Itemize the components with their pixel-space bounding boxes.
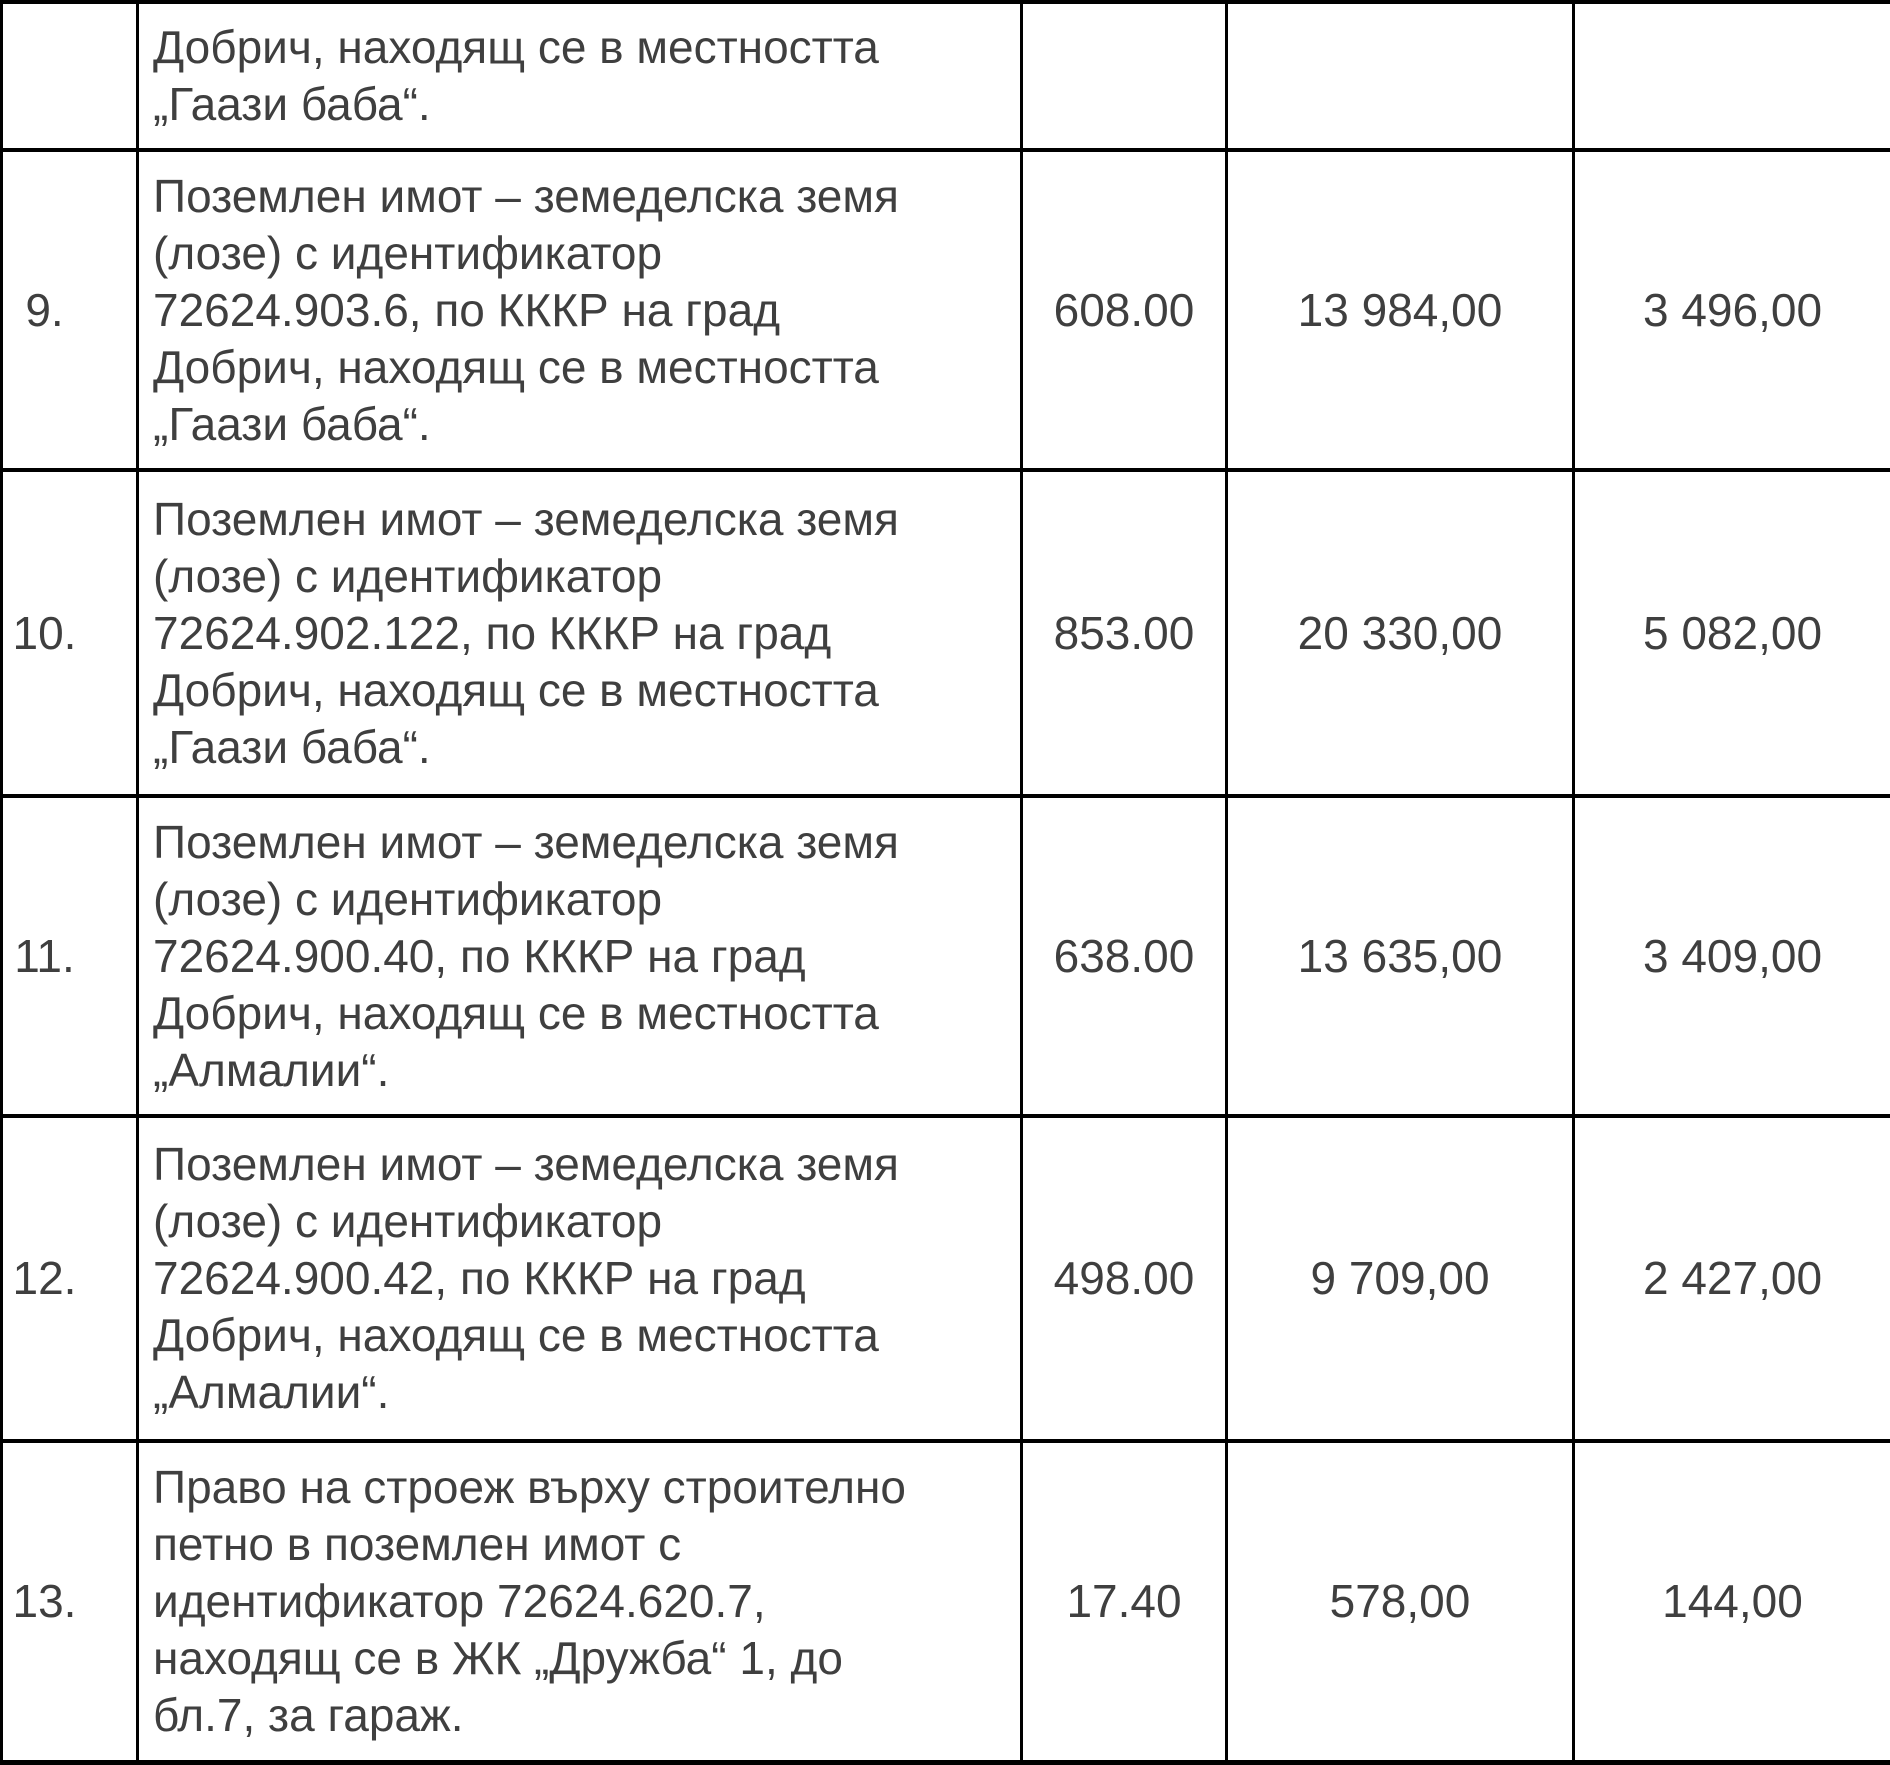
description-line: (лозе) с идентификатор xyxy=(153,548,1014,605)
amount-cell-1 xyxy=(1227,2,1574,150)
amount-cell-1: 13 635,00 xyxy=(1227,796,1574,1116)
table-row: 9.Поземлен имот – земеделска земя(лозе) … xyxy=(2,150,1890,470)
row-number-cell: 12. xyxy=(2,1116,138,1441)
area-cell: 17.40 xyxy=(1022,1441,1227,1762)
description-line: Поземлен имот – земеделска земя xyxy=(153,168,1014,225)
description-line: петно в поземлен имот с xyxy=(153,1516,1014,1573)
description-cell: Поземлен имот – земеделска земя(лозе) с … xyxy=(138,1116,1022,1441)
amount-cell-2: 3 496,00 xyxy=(1574,150,1890,470)
amount-cell-2 xyxy=(1574,2,1890,150)
description-line: Поземлен имот – земеделска земя xyxy=(153,814,1014,871)
area-cell: 853.00 xyxy=(1022,470,1227,796)
description-line: Добрич, находящ се в местността xyxy=(153,662,1014,719)
description-line: Поземлен имот – земеделска земя xyxy=(153,1136,1014,1193)
description-cell: Поземлен имот – земеделска земя(лозе) с … xyxy=(138,796,1022,1116)
description-line: бл.7, за гараж. xyxy=(153,1687,1014,1744)
amount-cell-2: 144,00 xyxy=(1574,1441,1890,1762)
area-cell xyxy=(1022,2,1227,150)
area-cell: 608.00 xyxy=(1022,150,1227,470)
description-line: Добрич, находящ се в местността xyxy=(153,985,1014,1042)
description-line: „Гаази баба“. xyxy=(153,76,1014,133)
description-line: находящ се в ЖК „Дружба“ 1, до xyxy=(153,1630,1014,1687)
table-row: 10.Поземлен имот – земеделска земя(лозе)… xyxy=(2,470,1890,796)
description-cell: Поземлен имот – земеделска земя(лозе) с … xyxy=(138,470,1022,796)
description-line: Добрич, находящ се в местността xyxy=(153,1307,1014,1364)
area-cell: 498.00 xyxy=(1022,1116,1227,1441)
description-line: (лозе) с идентификатор xyxy=(153,1193,1014,1250)
description-line: 72624.900.42, по КККР на град xyxy=(153,1250,1014,1307)
description-line: 72624.903.6, по КККР на град xyxy=(153,282,1014,339)
amount-cell-2: 5 082,00 xyxy=(1574,470,1890,796)
description-cell: Поземлен имот – земеделска земя(лозе) с … xyxy=(138,150,1022,470)
description-line: „Гаази баба“. xyxy=(153,719,1014,776)
row-number-cell: 13. xyxy=(2,1441,138,1762)
description-line: Право на строеж върху строително xyxy=(153,1459,1014,1516)
description-line: Добрич, находящ се в местността xyxy=(153,19,1014,76)
description-line: Добрич, находящ се в местността xyxy=(153,339,1014,396)
amount-cell-2: 3 409,00 xyxy=(1574,796,1890,1116)
row-number-cell: 11. xyxy=(2,796,138,1116)
amount-cell-1: 20 330,00 xyxy=(1227,470,1574,796)
description-line: „Алмалии“. xyxy=(153,1364,1014,1421)
table-row: 12.Поземлен имот – земеделска земя(лозе)… xyxy=(2,1116,1890,1441)
amount-cell-1: 578,00 xyxy=(1227,1441,1574,1762)
description-line: (лозе) с идентификатор xyxy=(153,225,1014,282)
description-line: „Гаази баба“. xyxy=(153,396,1014,453)
table-row: 11.Поземлен имот – земеделска земя(лозе)… xyxy=(2,796,1890,1116)
amount-cell-1: 9 709,00 xyxy=(1227,1116,1574,1441)
amount-cell-2: 2 427,00 xyxy=(1574,1116,1890,1441)
table-row-partial: Добрич, находящ се в местността „Гаази б… xyxy=(2,2,1890,150)
description-line: „Алмалии“. xyxy=(153,1042,1014,1099)
row-number-cell: 10. xyxy=(2,470,138,796)
description-line: идентификатор 72624.620.7, xyxy=(153,1573,1014,1630)
area-cell: 638.00 xyxy=(1022,796,1227,1116)
row-number-cell xyxy=(2,2,138,150)
description-line: (лозе) с идентификатор xyxy=(153,871,1014,928)
row-number-cell: 9. xyxy=(2,150,138,470)
description-line: Поземлен имот – земеделска земя xyxy=(153,491,1014,548)
amount-cell-1: 13 984,00 xyxy=(1227,150,1574,470)
description-cell: Добрич, находящ се в местността „Гаази б… xyxy=(138,2,1022,150)
description-line: 72624.902.122, по КККР на град xyxy=(153,605,1014,662)
description-line: 72624.900.40, по КККР на град xyxy=(153,928,1014,985)
